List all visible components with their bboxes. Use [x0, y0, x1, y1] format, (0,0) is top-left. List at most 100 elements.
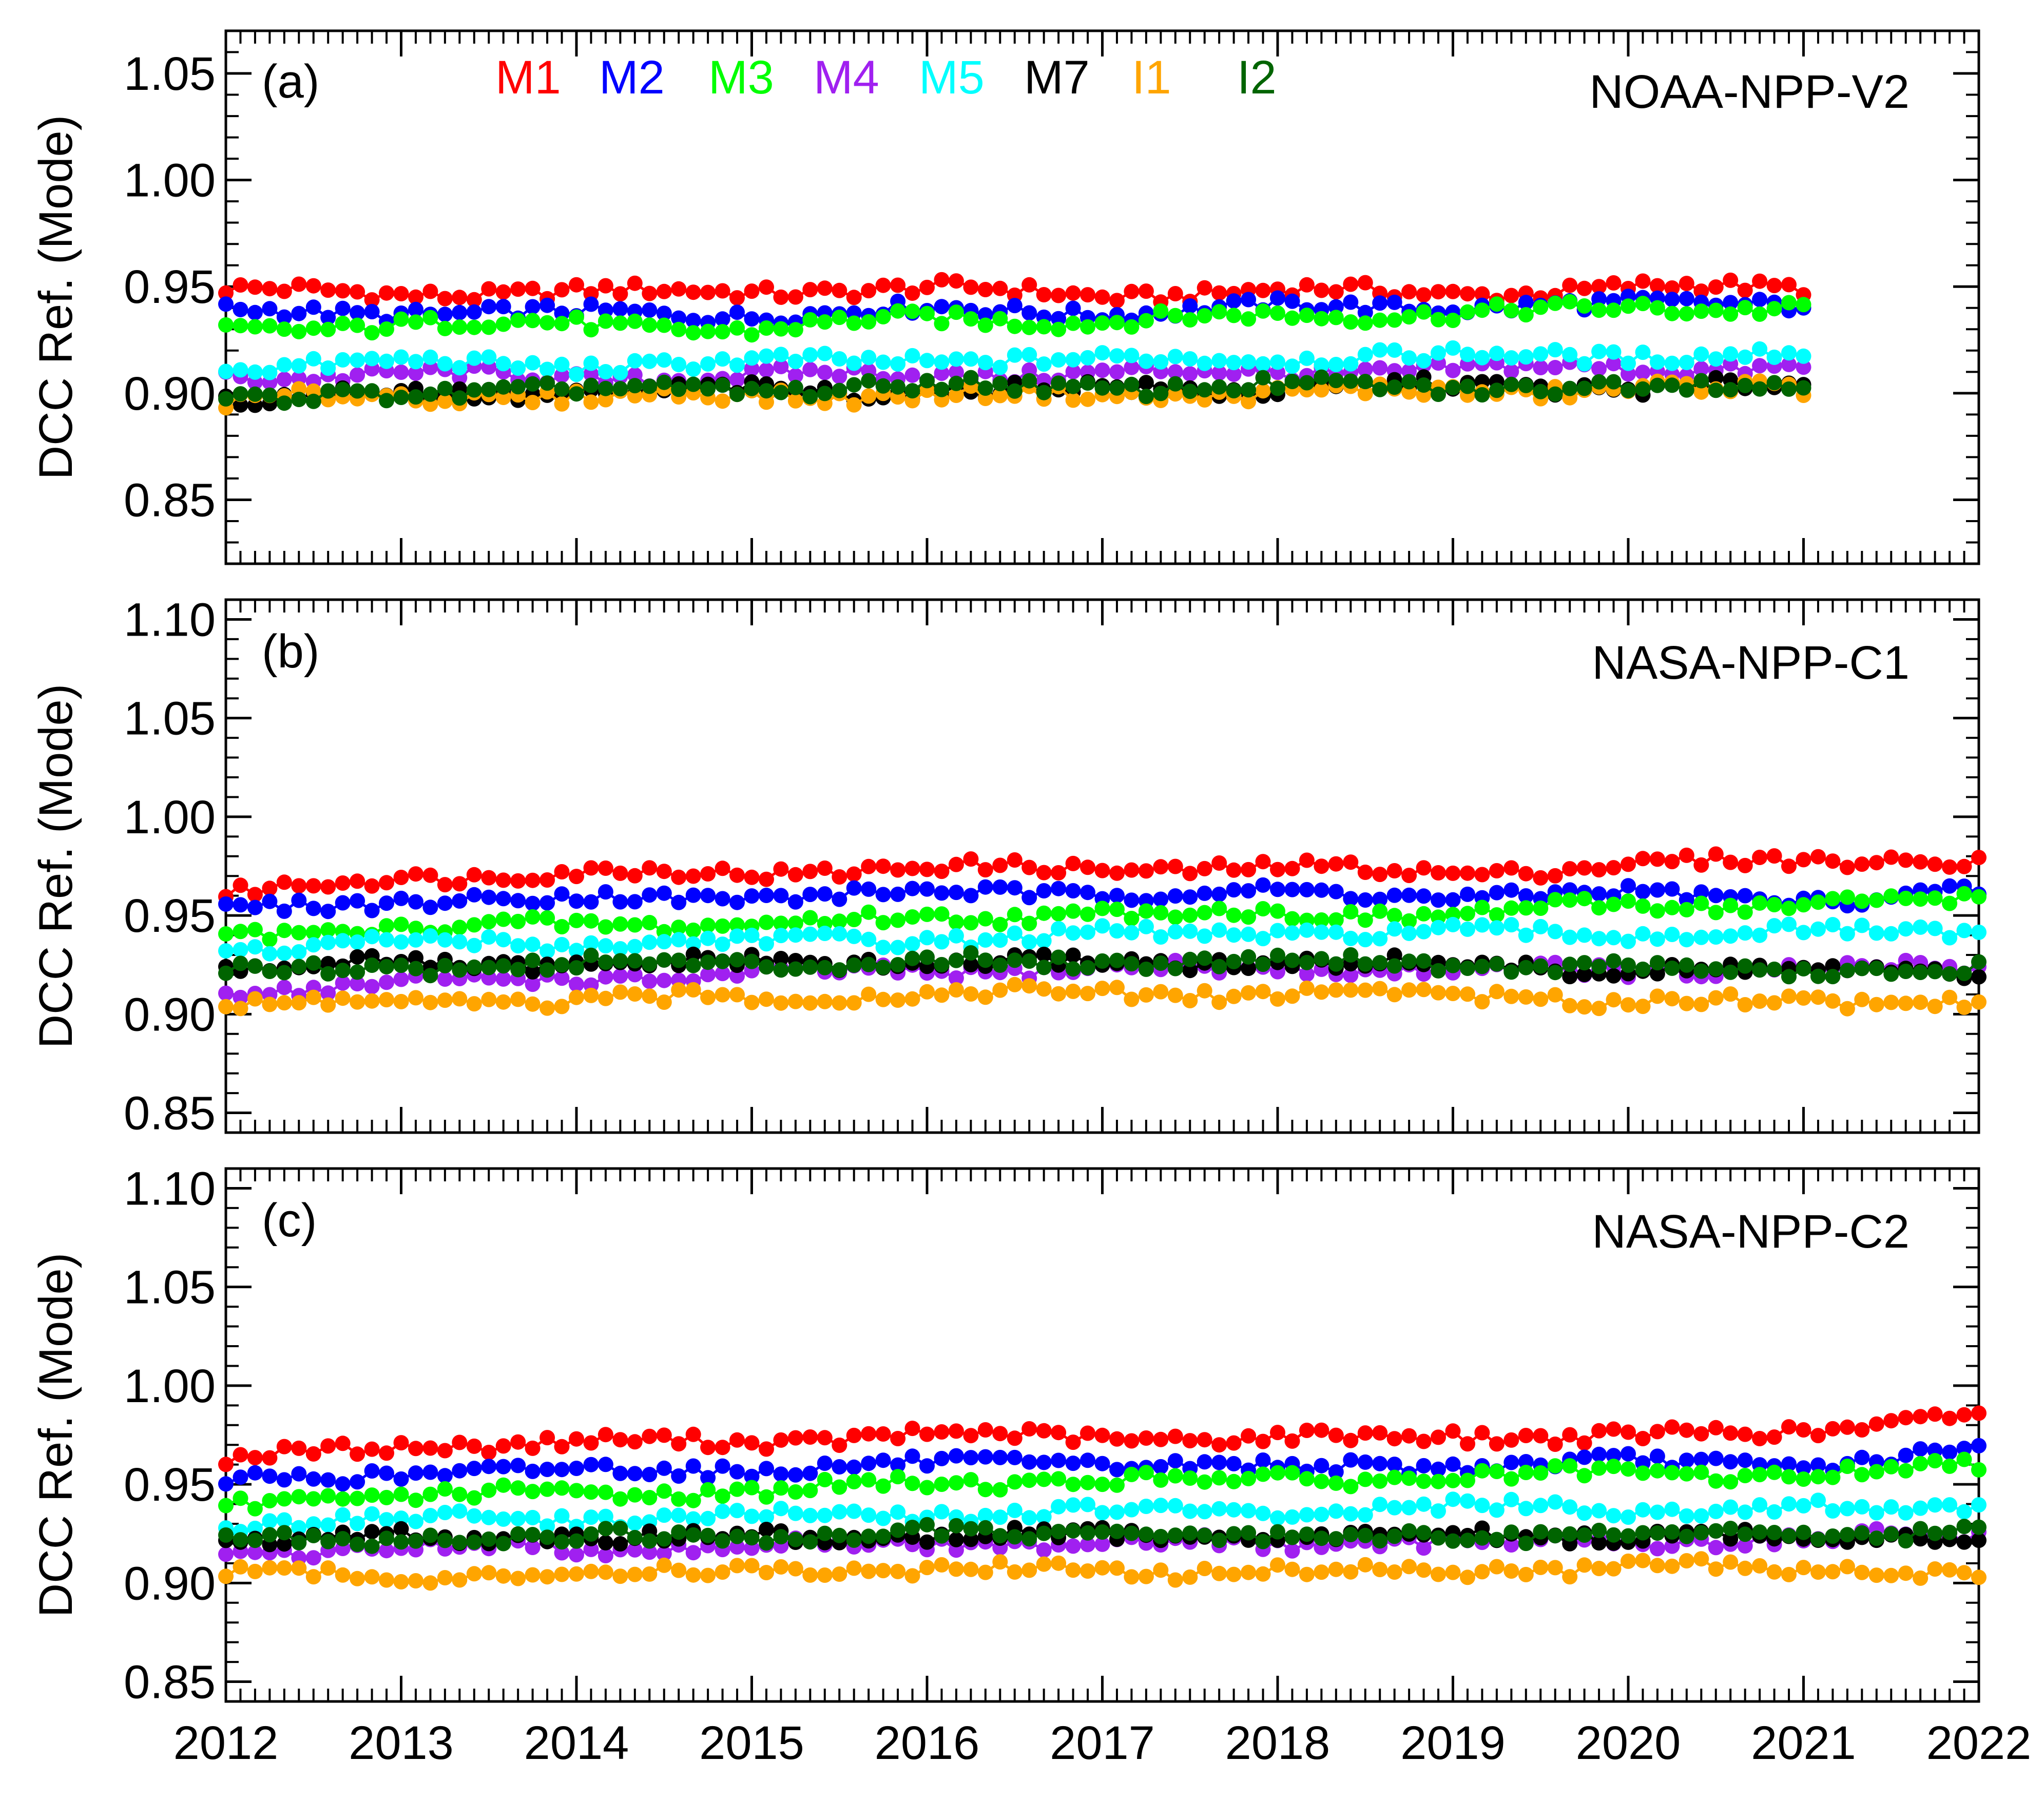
- data-point-m3: [861, 1472, 877, 1488]
- data-point-i1: [539, 1000, 555, 1016]
- data-point-m2: [1167, 1453, 1183, 1469]
- data-point-m2: [262, 1468, 278, 1484]
- data-point-m2: [1503, 882, 1519, 898]
- data-point-m2: [802, 1465, 818, 1481]
- data-point-m2: [1241, 883, 1257, 899]
- data-point-m2: [671, 1468, 687, 1484]
- data-point-m1: [583, 1435, 599, 1451]
- data-point-i1: [525, 1567, 541, 1583]
- data-point-i2: [977, 1520, 993, 1536]
- data-point-i2: [1489, 382, 1505, 398]
- data-point-m3: [495, 316, 511, 332]
- data-point-m1: [1562, 277, 1578, 293]
- data-point-m4: [642, 1544, 658, 1560]
- data-point-i1: [1796, 990, 1811, 1006]
- data-point-m5: [1576, 927, 1592, 943]
- data-point-i2: [787, 1532, 803, 1547]
- data-point-m5: [729, 1503, 745, 1519]
- data-point-i1: [846, 995, 862, 1011]
- data-point-m1: [597, 860, 613, 876]
- data-point-m2: [875, 1452, 891, 1468]
- data-point-m2: [1021, 1454, 1037, 1470]
- data-point-m2: [759, 1461, 774, 1477]
- data-point-m4: [1445, 362, 1461, 378]
- data-point-i2: [685, 958, 701, 973]
- data-point-m3: [1796, 297, 1811, 313]
- data-point-m3: [729, 1481, 745, 1497]
- data-point-m7: [276, 1536, 292, 1552]
- data-point-m7: [1825, 958, 1841, 974]
- data-point-m5: [495, 1511, 511, 1527]
- data-point-m1: [1226, 862, 1242, 878]
- data-point-i1: [934, 1557, 950, 1573]
- data-point-m5: [1664, 355, 1680, 371]
- data-point-m3: [1124, 911, 1140, 926]
- data-point-m3: [1503, 900, 1519, 916]
- data-point-m2: [1036, 883, 1052, 898]
- data-point-i2: [832, 1527, 847, 1543]
- data-point-m1: [364, 1441, 380, 1457]
- data-point-i2: [1314, 951, 1329, 967]
- data-point-m1: [802, 864, 818, 879]
- data-point-m1: [1796, 1422, 1811, 1438]
- data-point-m3: [861, 314, 877, 330]
- data-point-m1: [1971, 1405, 1987, 1421]
- data-point-m2: [1314, 882, 1329, 898]
- data-point-m2: [554, 886, 570, 902]
- data-point-m4: [1621, 366, 1636, 382]
- data-point-i1: [1401, 1559, 1417, 1575]
- data-point-i2: [612, 1520, 628, 1536]
- data-point-m5: [685, 1511, 701, 1527]
- data-point-i2: [1766, 961, 1782, 977]
- data-point-m5: [1021, 347, 1037, 362]
- data-point-i2: [393, 958, 409, 973]
- data-point-m3: [817, 314, 833, 330]
- data-point-i2: [247, 1533, 263, 1548]
- data-point-m5: [539, 1518, 555, 1534]
- data-point-m2: [904, 881, 920, 896]
- data-point-i1: [700, 1567, 716, 1583]
- data-point-m2: [1796, 1460, 1811, 1476]
- data-point-i2: [452, 1535, 468, 1551]
- data-point-i1: [291, 995, 307, 1011]
- data-point-m2: [1255, 877, 1271, 893]
- data-point-m1: [393, 286, 409, 301]
- data-point-i2: [656, 952, 672, 968]
- data-point-m1: [1182, 1433, 1198, 1449]
- data-point-m4: [554, 368, 570, 384]
- data-point-m5: [452, 934, 468, 950]
- legend-entry-i1: I1: [1132, 51, 1171, 104]
- data-point-m1: [597, 278, 613, 294]
- data-point-m3: [554, 919, 570, 934]
- data-point-m5: [539, 361, 555, 377]
- data-point-m5: [1562, 347, 1578, 362]
- data-point-m1: [627, 275, 643, 291]
- data-point-m2: [233, 1469, 248, 1485]
- data-point-i2: [437, 958, 453, 973]
- data-point-i2: [305, 955, 321, 971]
- data-point-m1: [875, 277, 891, 293]
- data-point-m3: [554, 316, 570, 332]
- data-point-m3: [1328, 912, 1344, 928]
- data-point-i2: [262, 1527, 278, 1543]
- data-point-m7: [393, 1521, 409, 1537]
- data-point-m1: [262, 881, 278, 896]
- data-point-m3: [875, 915, 891, 931]
- data-point-i2: [1854, 1525, 1870, 1541]
- data-point-m2: [1621, 878, 1636, 894]
- data-point-m2: [1489, 885, 1505, 901]
- data-point-m5: [1372, 342, 1388, 358]
- data-point-m3: [1868, 892, 1884, 908]
- data-point-i1: [320, 997, 336, 1013]
- data-point-m4: [525, 1540, 541, 1555]
- data-point-m5: [948, 351, 964, 367]
- data-point-i2: [1299, 954, 1315, 970]
- data-point-m5: [350, 1516, 365, 1532]
- data-point-i1: [1839, 1001, 1855, 1017]
- data-point-m3: [671, 1491, 687, 1507]
- data-point-m5: [1956, 923, 1972, 939]
- data-point-i2: [422, 968, 438, 984]
- data-point-m1: [350, 284, 365, 300]
- data-point-i2: [1051, 375, 1067, 391]
- data-point-m4: [1036, 1542, 1052, 1558]
